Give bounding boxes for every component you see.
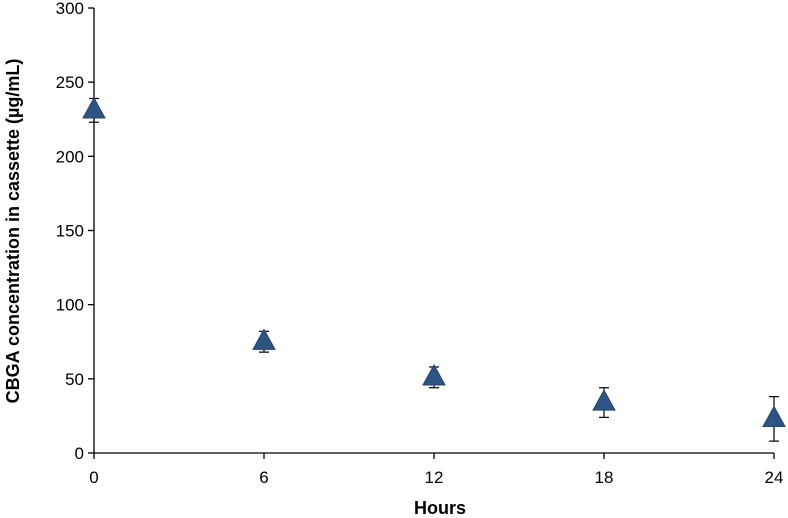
y-axis: 0 50 100 150 200 250 300 [56,0,95,463]
x-tick-label: 0 [89,468,98,487]
y-tick-label: 100 [56,296,84,315]
y-tick-label: 150 [56,222,84,241]
y-tick-label: 250 [56,73,84,92]
y-tick-label: 200 [56,147,84,166]
error-bars [89,97,779,442]
y-tick-label: 50 [65,370,84,389]
x-tick-label: 6 [259,468,268,487]
x-tick-label: 12 [425,468,444,487]
x-axis-title: Hours [414,498,466,518]
data-point-triangle [762,405,786,427]
data-point-triangle [422,363,446,386]
data-point-triangle [252,328,276,350]
data-point-triangle [82,96,106,119]
x-tick-label: 24 [765,468,784,487]
y-tick-label: 0 [75,444,84,463]
y-axis-title: CBGA concentration in cassette (µg/mL) [3,59,23,404]
x-axis: 0 6 12 18 24 [89,452,784,487]
y-tick-label: 300 [56,0,84,18]
x-tick-label: 18 [595,468,614,487]
data-point-triangle [592,389,616,411]
data-markers [82,96,786,427]
